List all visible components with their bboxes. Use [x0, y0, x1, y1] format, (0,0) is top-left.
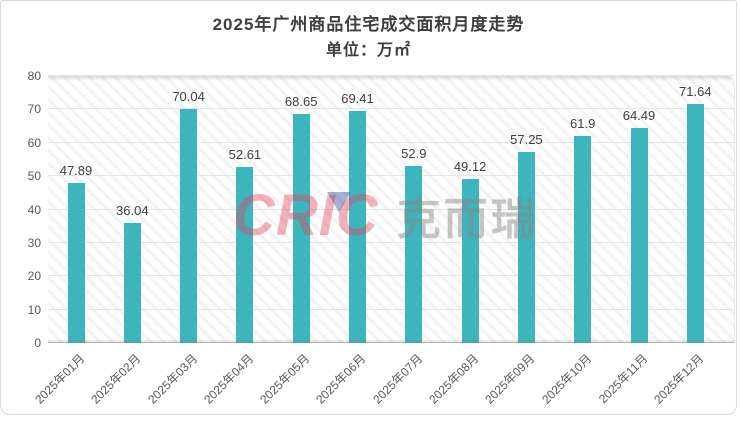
bar: [67, 183, 85, 343]
bar-value-label: 68.65: [284, 93, 318, 109]
bar-value-label: 47.89: [59, 163, 93, 179]
bar-value-label: 52.9: [401, 146, 427, 162]
y-axis-tick-label: 50: [27, 169, 41, 184]
y-axis-tick-label: 30: [27, 235, 41, 250]
bar-value-label: 71.64: [679, 83, 712, 99]
bar: [236, 167, 254, 343]
x-axis-tick-label: 2025年12月: [651, 351, 707, 407]
x-axis-tick-label: 2025年03月: [144, 351, 200, 407]
bar-value-label: 64.49: [622, 107, 656, 123]
x-axis-tick-label: 2025年11月: [595, 351, 651, 406]
bar-value-label: 49.12: [453, 159, 487, 175]
x-axis-tick-label: 2025年01月: [32, 351, 88, 407]
y-axis-tick-label: 80: [27, 69, 41, 83]
bar-value-label: 57.25: [510, 131, 543, 147]
bar: [630, 127, 648, 343]
bar-value-label: 52.61: [228, 147, 262, 163]
gridline: [48, 308, 734, 310]
gridline: [48, 75, 734, 76]
gridline: [48, 175, 734, 177]
x-axis-tick-label: 2025年09月: [482, 351, 538, 407]
bar: [349, 111, 366, 343]
y-axis-tick-label: 70: [27, 102, 41, 117]
x-axis-tick-label: 2025年06月: [313, 351, 369, 407]
x-axis-tick-label: 2025年02月: [88, 351, 144, 407]
x-axis: 2025年01月 2025年02月 2025年03月 2025年04月 2025年05月…: [32, 344, 734, 414]
chart-card: 2025年广州商品住宅成交面积月度走势 单位：万㎡ 0 10 20 30 40 50 60 7…: [0, 0, 737, 415]
y-axis-tick-label: 60: [27, 135, 41, 150]
gridline: [48, 275, 734, 277]
gridline: [48, 108, 734, 110]
bar: [461, 179, 479, 343]
gridline: [48, 141, 734, 143]
x-axis-tick-label: 2025年04月: [201, 351, 257, 407]
bar: [405, 166, 423, 343]
bar-value-label: 36.04: [116, 202, 149, 218]
y-axis-tick-label: 10: [27, 302, 41, 317]
chart-title: 2025年广州商品住宅成交面积月度走势: [212, 15, 525, 34]
y-axis-tick-label: 0: [34, 336, 41, 350]
x-axis-tick-label: 2025年10月: [538, 351, 595, 407]
x-axis-tick-label: 2025年07月: [369, 351, 426, 407]
x-axis-tick-label: 2025年05月: [257, 351, 313, 407]
bar: [517, 151, 535, 343]
gridline: [48, 241, 734, 243]
y-axis: 0 10 20 30 40 50 60 70 80: [1, 69, 41, 350]
x-axis-tick-label: 2025年08月: [426, 351, 482, 407]
chart-subtitle: 单位：万㎡: [325, 42, 411, 59]
bar: [123, 222, 141, 343]
bar: [574, 136, 592, 343]
bar-value-label: 69.41: [341, 91, 374, 107]
bar-value-label: 70.04: [172, 89, 205, 105]
y-axis-tick-label: 40: [27, 202, 41, 217]
y-axis-tick-label: 20: [27, 269, 41, 284]
bar: [180, 109, 198, 343]
bar: [686, 103, 704, 343]
bar: [292, 113, 310, 343]
gridline: [48, 342, 734, 343]
bar-value-label: 61.9: [570, 116, 596, 132]
gridline: [48, 208, 734, 210]
plot-area: 47.89 36.04 70.04 52.61 68.65 69.41 52.9 49.12 5…: [48, 75, 735, 343]
